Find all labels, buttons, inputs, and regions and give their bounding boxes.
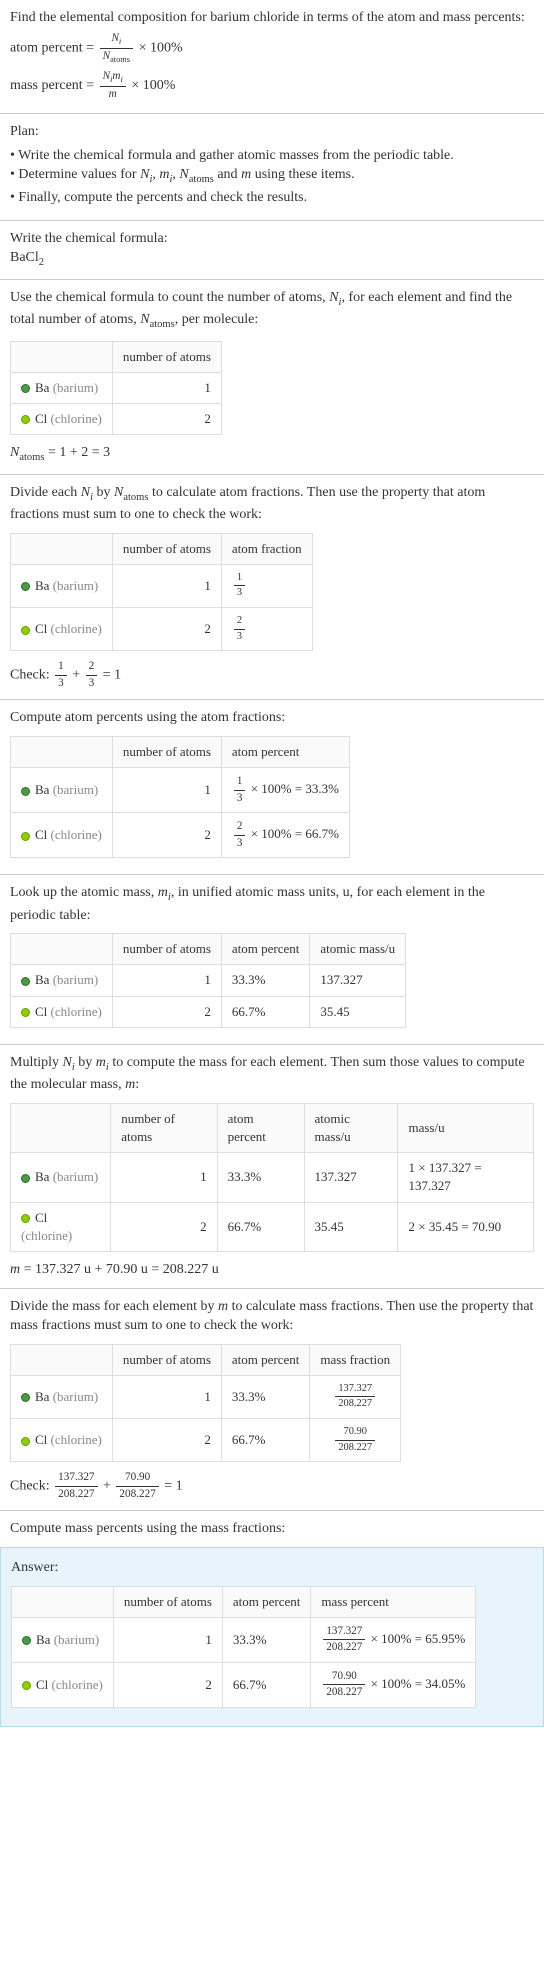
count-atoms-section: Use the chemical formula to count the nu… <box>0 280 544 475</box>
atompercent-table: number of atoms atom percent Ba (barium)… <box>10 736 350 858</box>
answer-heading: Compute mass percents using the mass fra… <box>10 1519 534 1539</box>
element-dot-icon <box>21 787 30 796</box>
atomfrac-text: Divide each Ni by Natoms to calculate at… <box>10 483 534 525</box>
table-row: Ba (barium) 1 33.3% 137.327 1 × 137.327 … <box>11 1153 534 1202</box>
table-row: Ba (barium) 1 33.3% 137.327208.227 <box>11 1375 401 1418</box>
atom-count: 2 <box>112 403 221 434</box>
element-dot-icon <box>21 832 30 841</box>
intro-text: Find the elemental composition for bariu… <box>10 8 534 28</box>
table-row: Cl (chlorine) 2 23 × 100% = 66.7% <box>11 813 350 858</box>
plan-section: Plan: Write the chemical formula and gat… <box>0 114 544 220</box>
element-cell: Ba (barium) <box>11 372 113 403</box>
element-dot-icon <box>21 1437 30 1446</box>
table-row: Cl (chlorine) 2 66.7% 35.45 <box>11 996 406 1027</box>
element-dot-icon <box>21 415 30 424</box>
element-dot-icon <box>21 582 30 591</box>
massfrac-table: number of atoms atom percent mass fracti… <box>10 1344 401 1462</box>
element-dot-icon <box>21 1214 30 1223</box>
molmass-table: number of atoms atom percent atomic mass… <box>10 1103 534 1252</box>
plan-item: Determine values for Ni, mi, Natoms and … <box>10 165 534 187</box>
table-row: Ba (barium) 1 <box>11 372 222 403</box>
table-row: Cl (chlorine) 2 66.7% 70.90208.227 <box>11 1419 401 1462</box>
intro-section: Find the elemental composition for bariu… <box>0 0 544 114</box>
chemical-formula-section: Write the chemical formula: BaCl2 <box>0 221 544 280</box>
table-header-row: number of atoms atom percent <box>11 737 350 768</box>
atom-percent-formula: atom percent = Ni Natoms × 100% <box>10 31 534 66</box>
element-cell: Cl (chlorine) <box>11 403 113 434</box>
element-dot-icon <box>22 1636 31 1645</box>
answer-box: Answer: number of atoms atom percent mas… <box>0 1547 544 1727</box>
table-row: Ba (barium) 1 33.3% 137.327 <box>11 965 406 996</box>
table-row: Cl (chlorine) 2 23 <box>11 608 313 651</box>
table-header-row: number of atoms atom fraction <box>11 533 313 564</box>
answer-label: Answer: <box>11 1558 533 1578</box>
element-dot-icon <box>21 1008 30 1017</box>
table-row: Ba (barium) 1 13 × 100% = 33.3% <box>11 768 350 813</box>
chemical-formula: BaCl2 <box>10 248 534 270</box>
table-header <box>11 341 113 372</box>
plan-heading: Plan: <box>10 122 534 142</box>
element-dot-icon <box>21 1393 30 1402</box>
table-row: Ba (barium) 1 33.3% 137.327208.227 × 100… <box>12 1617 476 1662</box>
mass-fraction-section: Divide the mass for each element by m to… <box>0 1289 544 1512</box>
answer-section: Compute mass percents using the mass fra… <box>0 1511 544 1547</box>
atomfrac-table: number of atoms atom fraction Ba (barium… <box>10 533 313 651</box>
atompercent-heading: Compute atom percents using the atom fra… <box>10 708 534 728</box>
element-dot-icon <box>22 1681 31 1690</box>
element-dot-icon <box>21 1174 30 1183</box>
atomic-mass-section: Look up the atomic mass, mi, in unified … <box>0 875 544 1045</box>
atom-percent-section: Compute atom percents using the atom fra… <box>0 700 544 875</box>
element-dot-icon <box>21 977 30 986</box>
atomicmass-text: Look up the atomic mass, mi, in unified … <box>10 883 534 925</box>
count-text: Use the chemical formula to count the nu… <box>10 288 534 333</box>
natoms-sum: Natoms = 1 + 2 = 3 <box>10 443 534 465</box>
table-row: Cl (chlorine) 2 66.7% 35.45 2 × 35.45 = … <box>11 1202 534 1251</box>
massfrac-check: Check: 137.327208.227 + 70.90208.227 = 1 <box>10 1470 534 1502</box>
table-header-row: number of atoms <box>11 341 222 372</box>
table-row: Ba (barium) 1 13 <box>11 564 313 607</box>
atom-count: 1 <box>112 372 221 403</box>
atom-fraction-section: Divide each Ni by Natoms to calculate at… <box>0 475 544 701</box>
molmass-sum: m = 137.327 u + 70.90 u = 208.227 u <box>10 1260 534 1280</box>
atomicmass-table: number of atoms atom percent atomic mass… <box>10 933 406 1028</box>
element-dot-icon <box>21 626 30 635</box>
table-row: Cl (chlorine) 2 66.7% 70.90208.227 × 100… <box>12 1662 476 1707</box>
plan-item: Write the chemical formula and gather at… <box>10 146 534 166</box>
table-header: number of atoms <box>112 341 221 372</box>
formula-heading: Write the chemical formula: <box>10 229 534 249</box>
count-table: number of atoms Ba (barium) 1 Cl (chlori… <box>10 341 222 436</box>
molecular-mass-section: Multiply Ni by mi to compute the mass fo… <box>0 1045 544 1289</box>
mass-percent-formula: mass percent = Nimi m × 100% <box>10 69 534 103</box>
answer-table: number of atoms atom percent mass percen… <box>11 1586 476 1708</box>
element-dot-icon <box>21 384 30 393</box>
plan-item: Finally, compute the percents and check … <box>10 188 534 208</box>
atomfrac-check: Check: 13 + 23 = 1 <box>10 659 534 691</box>
table-header-row: number of atoms atom percent mass percen… <box>12 1586 476 1617</box>
table-header-row: number of atoms atom percent atomic mass… <box>11 934 406 965</box>
table-row: Cl (chlorine) 2 <box>11 403 222 434</box>
molmass-text: Multiply Ni by mi to compute the mass fo… <box>10 1053 534 1095</box>
table-header-row: number of atoms atom percent atomic mass… <box>11 1103 534 1152</box>
plan-list: Write the chemical formula and gather at… <box>10 146 534 208</box>
massfrac-text: Divide the mass for each element by m to… <box>10 1297 534 1336</box>
table-header-row: number of atoms atom percent mass fracti… <box>11 1344 401 1375</box>
